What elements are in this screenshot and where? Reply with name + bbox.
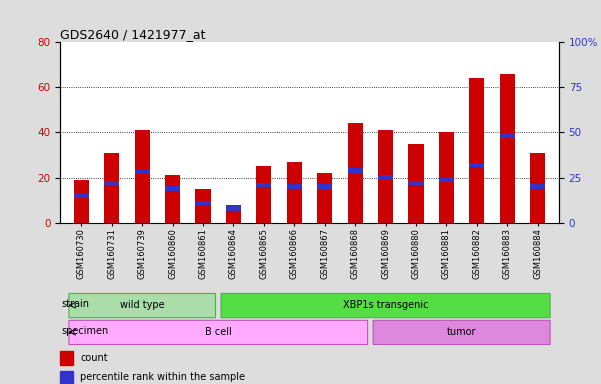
Bar	[469, 78, 484, 223]
Bar	[226, 206, 241, 210]
Text: XBP1s transgenic: XBP1s transgenic	[343, 300, 429, 310]
Bar	[439, 177, 454, 182]
Text: specimen: specimen	[61, 326, 108, 336]
Bar	[104, 153, 120, 223]
Text: percentile rank within the sample: percentile rank within the sample	[80, 372, 245, 382]
Bar	[317, 173, 332, 223]
Text: B cell: B cell	[205, 327, 231, 337]
Bar	[74, 180, 89, 223]
Text: tumor: tumor	[447, 327, 477, 337]
Bar	[60, 351, 73, 365]
Bar	[256, 166, 272, 223]
FancyBboxPatch shape	[69, 293, 216, 318]
Bar	[287, 162, 302, 223]
Bar	[347, 123, 363, 223]
Bar	[530, 184, 545, 189]
Bar	[74, 194, 89, 198]
Bar	[104, 181, 120, 185]
Bar	[469, 163, 484, 167]
FancyBboxPatch shape	[373, 320, 550, 344]
Bar	[499, 134, 515, 138]
Bar	[347, 168, 363, 173]
Bar	[195, 189, 211, 223]
Bar	[530, 153, 545, 223]
Bar	[135, 130, 150, 223]
FancyBboxPatch shape	[69, 320, 368, 344]
Bar	[195, 200, 211, 205]
Bar	[439, 132, 454, 223]
Text: GDS2640 / 1421977_at: GDS2640 / 1421977_at	[60, 28, 206, 41]
Bar	[256, 182, 272, 187]
Bar	[408, 144, 424, 223]
Bar	[60, 371, 73, 384]
Bar	[378, 175, 393, 180]
Bar	[226, 205, 241, 223]
Bar	[135, 170, 150, 174]
Bar	[165, 186, 180, 191]
FancyBboxPatch shape	[221, 293, 550, 318]
Bar	[408, 181, 424, 185]
Bar	[165, 175, 180, 223]
Text: strain: strain	[61, 299, 89, 309]
Bar	[499, 74, 515, 223]
Bar	[378, 130, 393, 223]
Bar	[317, 184, 332, 189]
Text: count: count	[80, 353, 108, 363]
Text: wild type: wild type	[120, 300, 165, 310]
Bar	[287, 184, 302, 189]
